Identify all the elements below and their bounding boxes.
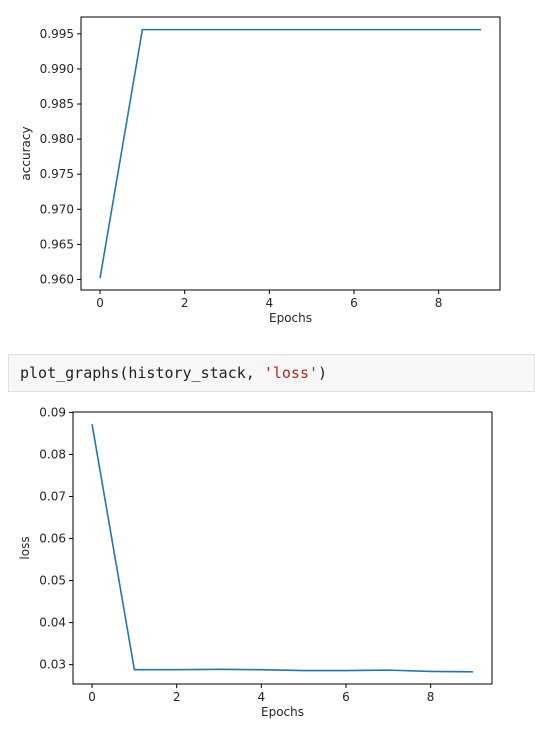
- loss-yaxis-label: loss: [18, 536, 32, 559]
- loss-series-line-0: [92, 424, 473, 672]
- code-text: plot_graphs(history_stack,: [20, 364, 264, 382]
- loss-xtick-label: 2: [173, 690, 181, 704]
- code-string: 'loss': [264, 364, 318, 382]
- loss-xtick-label: 8: [427, 690, 435, 704]
- loss-axes-frame: [73, 412, 492, 684]
- accuracy-xtick-label: 8: [435, 296, 443, 310]
- accuracy-xtick-label: 4: [266, 296, 274, 310]
- accuracy-ytick-label: 0.965: [40, 237, 74, 251]
- loss-ytick-label: 0.05: [39, 574, 66, 588]
- accuracy-ytick-label: 0.990: [40, 62, 74, 76]
- loss-xtick-label: 6: [342, 690, 350, 704]
- accuracy-ytick-label: 0.995: [40, 27, 74, 41]
- loss-ytick-label: 0.04: [39, 616, 66, 630]
- accuracy-series-line-0: [100, 30, 481, 278]
- accuracy-xtick-label: 0: [96, 296, 104, 310]
- accuracy-ytick-label: 0.960: [40, 272, 74, 286]
- loss-chart: 0 2 4 6 8 0.03 0.04 0.05 0.06 0.07 0.08 0.09 Epochs l…: [0, 395, 535, 745]
- accuracy-ytick-label: 0.970: [40, 202, 74, 216]
- accuracy-chart: 0 2 4 6 8 0.960 0.965 0.970 0.975 0.980 0.985 0.990…: [0, 0, 535, 340]
- loss-xtick-label: 4: [258, 690, 266, 704]
- accuracy-ytick-label: 0.980: [40, 132, 74, 146]
- loss-ytick-label: 0.07: [39, 490, 66, 504]
- loss-xtick-label: 0: [88, 690, 96, 704]
- accuracy-xaxis-label: Epochs: [269, 311, 312, 325]
- code-text-end: ): [318, 364, 327, 382]
- loss-ytick-label: 0.03: [39, 658, 66, 672]
- accuracy-xtick-label: 2: [181, 296, 189, 310]
- loss-chart-svg: 0 2 4 6 8 0.03 0.04 0.05 0.06 0.07 0.08 0.09 Epochs l…: [0, 395, 535, 745]
- accuracy-ytick-label: 0.975: [40, 167, 74, 181]
- loss-ytick-label: 0.06: [39, 532, 66, 546]
- accuracy-ytick-label: 0.985: [40, 97, 74, 111]
- loss-xaxis-label: Epochs: [261, 705, 304, 719]
- code-cell[interactable]: plot_graphs(history_stack, 'loss'): [8, 354, 535, 392]
- loss-ytick-label: 0.08: [39, 447, 66, 461]
- accuracy-xtick-label: 6: [350, 296, 358, 310]
- accuracy-chart-svg: 0 2 4 6 8 0.960 0.965 0.970 0.975 0.980 0.985 0.990…: [0, 0, 535, 340]
- loss-ytick-label: 0.09: [39, 405, 66, 419]
- accuracy-axes-frame: [81, 17, 500, 290]
- accuracy-yaxis-label: accuracy: [19, 126, 33, 180]
